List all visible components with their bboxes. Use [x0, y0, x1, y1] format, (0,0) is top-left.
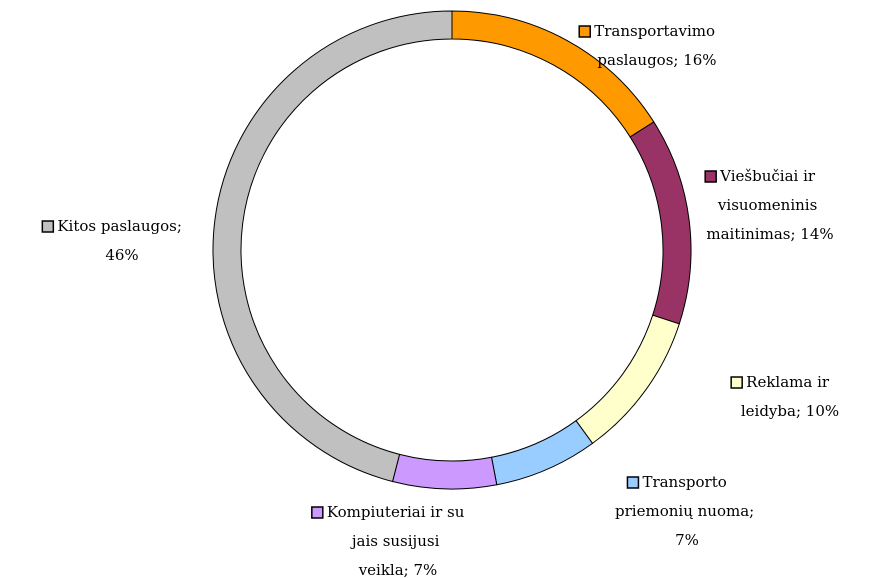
label-line: Reklama ir [746, 373, 834, 391]
label-line: priemonių nuoma; [615, 502, 759, 520]
donut-slice [575, 314, 680, 445]
label-line: visuomeninis [717, 196, 822, 214]
label-line: jais susijusi [350, 532, 444, 550]
label-line: Kompiuteriai ir su [327, 503, 469, 521]
label-line: paslaugos; 16% [597, 51, 716, 69]
label-line: Viešbučiai ir [719, 167, 820, 185]
label-line: leidyba; 10% [741, 402, 839, 420]
data-label: Reklama ir leidyba; 10% [741, 373, 839, 420]
donut-slice [490, 420, 594, 486]
data-label: Kompiuteriai ir su jais susijusi veikla;… [327, 503, 469, 578]
legend-swatch [626, 476, 640, 489]
label-line: 46% [105, 246, 138, 264]
legend-swatch [311, 506, 324, 519]
data-label: Transportavimo paslaugos; 16% [594, 22, 720, 69]
legend-swatch [41, 220, 55, 233]
donut-slice [629, 121, 692, 325]
legend-swatch [730, 376, 743, 389]
label-line: Transportavimo [594, 22, 720, 40]
data-label: Transporto priemonių nuoma; 7% [615, 473, 759, 549]
data-label: Viešbučiai ir visuomeninis maitinimas; 1… [706, 167, 833, 243]
label-line: maitinimas; 14% [706, 225, 833, 243]
legend-swatch [578, 25, 591, 38]
label-line: Kitos paslaugos; [57, 217, 186, 235]
data-label: Kitos paslaugos; 46% [57, 217, 186, 264]
donut-slice [391, 453, 498, 490]
legend-swatch [704, 170, 717, 183]
label-line: Transporto [642, 473, 731, 491]
label-line: 7% [675, 531, 699, 549]
donut-slice [212, 10, 453, 483]
label-line: veikla; 7% [358, 561, 438, 578]
